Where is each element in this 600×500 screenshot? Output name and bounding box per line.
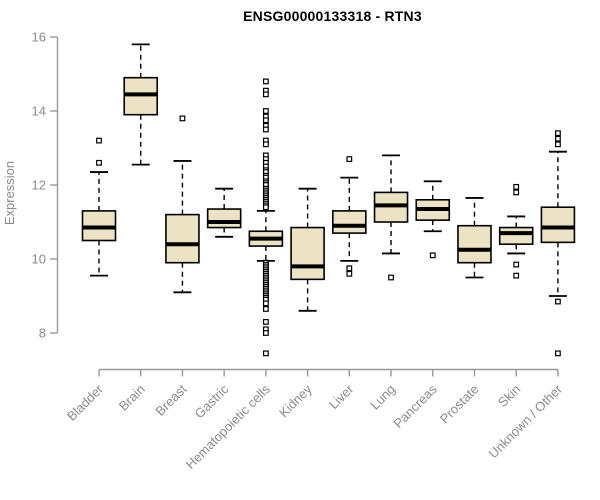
iqr-box	[165, 213, 200, 264]
outlier-marker	[262, 91, 269, 98]
boxplot-breast	[165, 115, 200, 294]
y-axis: 8 10 12 14 16 Expression	[2, 30, 59, 341]
outlier-marker	[262, 204, 269, 211]
y-tick-label: 14	[32, 104, 46, 119]
boxplot-liver	[332, 156, 367, 277]
x-tick-label: Prostate	[437, 382, 482, 427]
outlier-marker	[513, 272, 520, 279]
x-tick-label: Liver	[326, 381, 357, 412]
outlier-marker	[262, 78, 269, 85]
y-tick-label: 10	[32, 252, 46, 267]
outlier-marker	[96, 137, 102, 144]
boxplot-gastric	[206, 187, 242, 238]
iqr-box	[290, 226, 325, 281]
outlier-marker	[262, 108, 269, 114]
boxplot-pancreas	[415, 180, 451, 259]
x-tick-label: Lung	[367, 382, 398, 413]
x-tick-label: Gastric	[192, 381, 232, 421]
outlier-marker	[346, 265, 353, 272]
x-tick-label: Pancreas	[390, 381, 440, 431]
outlier-marker	[555, 135, 561, 142]
outlier-marker	[555, 130, 561, 137]
iqr-box	[206, 208, 242, 229]
boxplot-skin	[498, 183, 534, 279]
outlier-marker	[262, 300, 269, 307]
outlier-marker	[513, 261, 520, 268]
outlier-marker	[262, 126, 269, 133]
x-tick-label: Brain	[116, 382, 148, 414]
boxplot-unknown-other	[540, 130, 576, 357]
boxplot-kidney	[290, 187, 325, 312]
outlier-marker	[262, 319, 269, 325]
outlier-marker	[429, 252, 436, 259]
iqr-box	[540, 206, 576, 244]
x-tick-label: Unknown / Other	[485, 381, 565, 461]
outlier-marker	[513, 183, 520, 190]
outlier-marker	[262, 350, 269, 357]
y-tick-label: 12	[32, 178, 46, 193]
x-tick-label: Skin	[495, 382, 523, 410]
x-tick-label: Kidney	[276, 381, 315, 420]
outlier-marker	[555, 141, 561, 148]
outlier-marker	[262, 141, 269, 148]
x-tick-label: Bladder	[64, 381, 107, 424]
y-tick-label: 8	[39, 326, 46, 341]
iqr-box	[457, 224, 492, 264]
outlier-marker	[346, 156, 353, 163]
outlier-marker	[388, 274, 394, 281]
outlier-marker	[262, 306, 269, 312]
outlier-marker	[96, 159, 102, 166]
chart-title: ENSG00000133318 - RTN3	[243, 8, 422, 24]
outlier-marker	[346, 270, 353, 277]
outlier-marker	[262, 330, 269, 336]
iqr-box	[332, 210, 367, 234]
outlier-marker	[179, 115, 186, 122]
x-tick-label: Breast	[152, 381, 189, 418]
outlier-marker	[555, 298, 561, 305]
boxplot-brain	[123, 43, 159, 166]
boxplot-lung	[373, 154, 409, 281]
y-axis-title: Expression	[2, 161, 17, 225]
boxplot-hematopoietic-cells	[248, 78, 284, 357]
iqr-box	[498, 226, 534, 246]
boxplot-bladder	[81, 137, 117, 277]
y-tick-label: 16	[32, 30, 46, 45]
outlier-marker	[262, 117, 269, 124]
boxplot-prostate	[457, 197, 492, 279]
outlier-marker	[555, 350, 561, 357]
outlier-marker	[513, 189, 520, 196]
